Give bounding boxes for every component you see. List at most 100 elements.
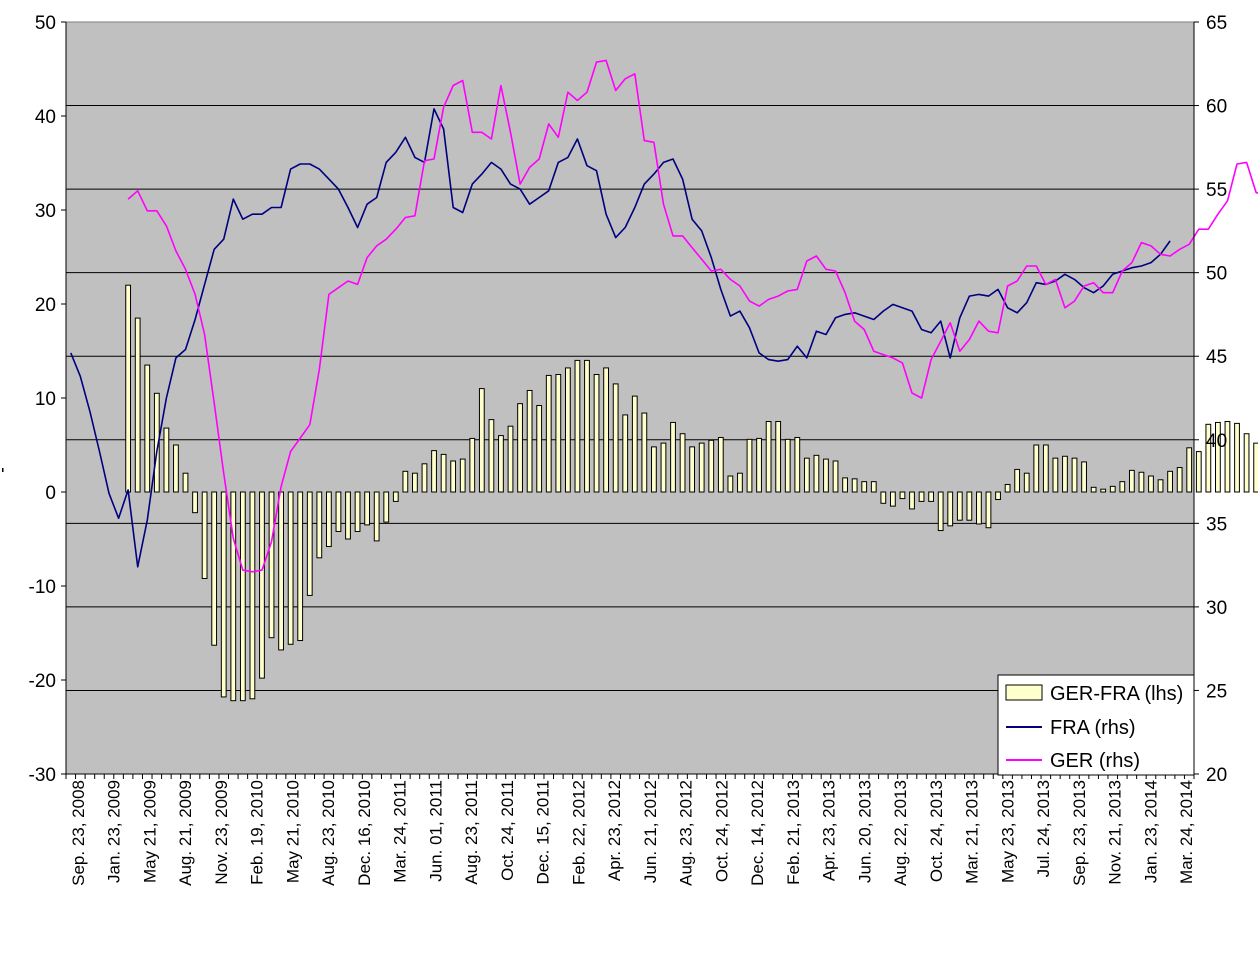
bar (1224, 421, 1231, 493)
bar (287, 491, 294, 645)
bar (765, 421, 772, 493)
bar (134, 317, 141, 493)
x-tick-label: Feb. 21, 2013 (784, 780, 803, 885)
x-tick-label: Mar. 21, 2013 (963, 780, 982, 884)
bar (1195, 451, 1202, 493)
bar (1090, 486, 1097, 493)
bar (660, 442, 667, 493)
bar (201, 491, 208, 579)
bar (440, 453, 447, 493)
x-tick-label: Jan. 23, 2014 (1141, 780, 1160, 883)
y-left-tick-label: -30 (29, 765, 56, 786)
bar (163, 427, 170, 493)
x-tick-label: Mar. 24, 2014 (1177, 780, 1196, 884)
x-tick-label: Apr. 23, 2013 (820, 780, 839, 881)
bar (173, 444, 179, 493)
y-right-tick-label: 60 (1206, 97, 1227, 118)
bar (937, 491, 944, 532)
bar (192, 491, 198, 514)
bar (995, 491, 1001, 501)
bar (708, 439, 715, 493)
bar (612, 383, 619, 493)
y-left-tick-label: -20 (29, 671, 56, 692)
x-tick-label: Sep. 23, 2013 (1070, 780, 1089, 886)
bar (450, 460, 457, 493)
bar (784, 438, 791, 493)
bar (182, 472, 189, 493)
x-tick-label: Jan. 23, 2009 (105, 780, 124, 883)
x-tick-label: Nov. 23, 2009 (212, 780, 231, 885)
bar (335, 491, 342, 532)
x-tick-label: Dec. 14, 2012 (748, 780, 767, 886)
y-left-tick-label: 40 (35, 107, 56, 128)
series-line (127, 59, 1258, 573)
x-tick-label: Aug. 23, 2011 (462, 780, 481, 885)
y-right-tick-label: 40 (1206, 431, 1227, 452)
bar (1148, 475, 1154, 493)
bar (536, 405, 543, 493)
bar (947, 491, 954, 527)
bar (928, 491, 935, 502)
bar (1023, 472, 1030, 493)
bar (249, 491, 256, 700)
bar (823, 458, 829, 493)
bar (478, 388, 485, 493)
y-right-tick-label: 25 (1206, 681, 1227, 702)
bar (278, 491, 284, 651)
y-right-tick-label: 65 (1206, 13, 1227, 34)
bar (230, 491, 237, 702)
bar (679, 433, 686, 493)
bar (861, 481, 868, 493)
bar (1042, 444, 1049, 493)
x-tick-label: Apr. 23, 2012 (605, 780, 624, 881)
bar (1253, 442, 1258, 493)
bar (507, 425, 514, 493)
bar (498, 435, 504, 493)
bar (517, 403, 523, 493)
bar (469, 437, 476, 493)
x-tick-label: Aug. 22, 2013 (891, 780, 910, 886)
bar (153, 392, 160, 493)
bar (889, 491, 896, 507)
x-tick-label: Aug. 21, 2009 (176, 780, 195, 886)
bar (631, 395, 638, 493)
x-tick-label: Jul. 24, 2013 (1034, 780, 1053, 877)
bar (794, 436, 801, 493)
legend-label-ger-fra: GER-FRA (lhs) (1050, 683, 1183, 705)
bar (842, 477, 848, 493)
bar (412, 472, 418, 493)
bar (1205, 423, 1212, 493)
y-right-tick-label: 50 (1206, 264, 1227, 285)
bar (1215, 421, 1221, 493)
bar (584, 359, 590, 493)
y-left-tick-label: 0 (45, 483, 56, 504)
bar (670, 421, 676, 493)
bar (976, 491, 982, 525)
bar (316, 491, 323, 559)
x-tick-label: Oct. 24, 2013 (927, 780, 946, 882)
bar (746, 438, 753, 493)
x-tick-label: Jun. 20, 2013 (855, 780, 874, 883)
legend: GER-FRA (lhs) FRA (rhs) GER (rhs) (997, 674, 1195, 776)
bar (354, 491, 361, 532)
bar (956, 491, 963, 521)
x-tick-label: May 21, 2010 (284, 780, 303, 883)
bar (832, 460, 839, 493)
bar (1100, 488, 1107, 493)
bar (1243, 433, 1250, 493)
y-right-tick-label: 30 (1206, 598, 1227, 619)
legend-label-fra: FRA (rhs) (1050, 717, 1136, 739)
bar (125, 284, 132, 493)
bar (1186, 447, 1193, 493)
y-left-tick-label: 20 (35, 295, 56, 316)
bar (555, 374, 562, 493)
y-right-tick-label: 45 (1206, 347, 1227, 368)
bar (526, 389, 533, 493)
bar (1004, 483, 1011, 493)
y-left-tick-label: -10 (29, 577, 56, 598)
x-tick-label: Aug. 23, 2010 (319, 780, 338, 886)
x-tick-label: Oct. 24, 2011 (498, 780, 517, 881)
bar (737, 472, 743, 493)
bar (392, 491, 399, 502)
bar (1071, 457, 1078, 493)
